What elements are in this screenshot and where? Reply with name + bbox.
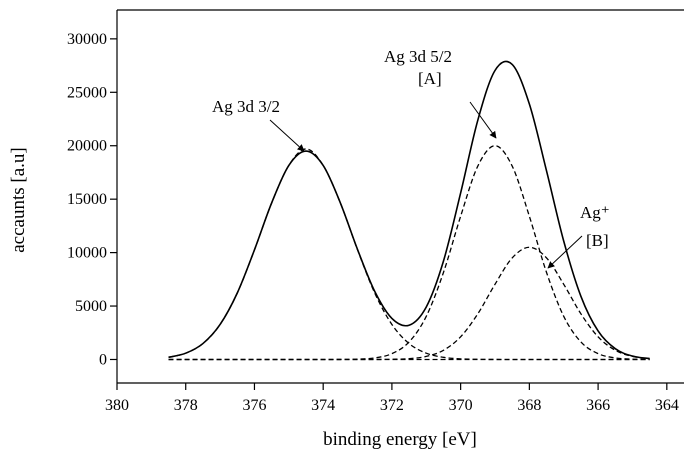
annotation-arrow bbox=[269, 119, 305, 152]
x-tick-label: 364 bbox=[655, 397, 679, 414]
x-tick-label: 380 bbox=[105, 397, 129, 414]
y-tick-label: 30000 bbox=[67, 31, 107, 48]
annotation: Ag 3d 5/2 bbox=[384, 47, 452, 66]
x-tick-label: 366 bbox=[586, 397, 610, 414]
annotation-arrow bbox=[469, 101, 497, 139]
annotation: [B] bbox=[586, 231, 609, 250]
x-tick-label: 370 bbox=[449, 397, 473, 414]
x-tick-label: 372 bbox=[380, 397, 404, 414]
x-axis-title: binding energy [eV] bbox=[323, 429, 477, 450]
y-tick-label: 15000 bbox=[67, 191, 107, 208]
y-tick-label: 0 bbox=[99, 351, 107, 368]
y-tick-label: 20000 bbox=[67, 138, 107, 155]
x-tick-label: 378 bbox=[174, 397, 198, 414]
line-series bbox=[168, 60, 650, 360]
y-tick-label: 25000 bbox=[67, 84, 107, 101]
x-tick-label: 376 bbox=[242, 397, 266, 414]
y-tick-label: 10000 bbox=[67, 245, 107, 262]
y-axis-title: accaunts [a.u] bbox=[8, 147, 29, 253]
annotation-arrow bbox=[547, 235, 583, 269]
annotation: Ag 3d 3/2 bbox=[212, 97, 280, 116]
annotation: Ag⁺ bbox=[580, 203, 610, 222]
x-tick-label: 374 bbox=[311, 397, 335, 414]
y-tick-label: 5000 bbox=[75, 298, 107, 315]
x-tick-label: 368 bbox=[517, 397, 541, 414]
annotation: [A] bbox=[418, 69, 442, 88]
